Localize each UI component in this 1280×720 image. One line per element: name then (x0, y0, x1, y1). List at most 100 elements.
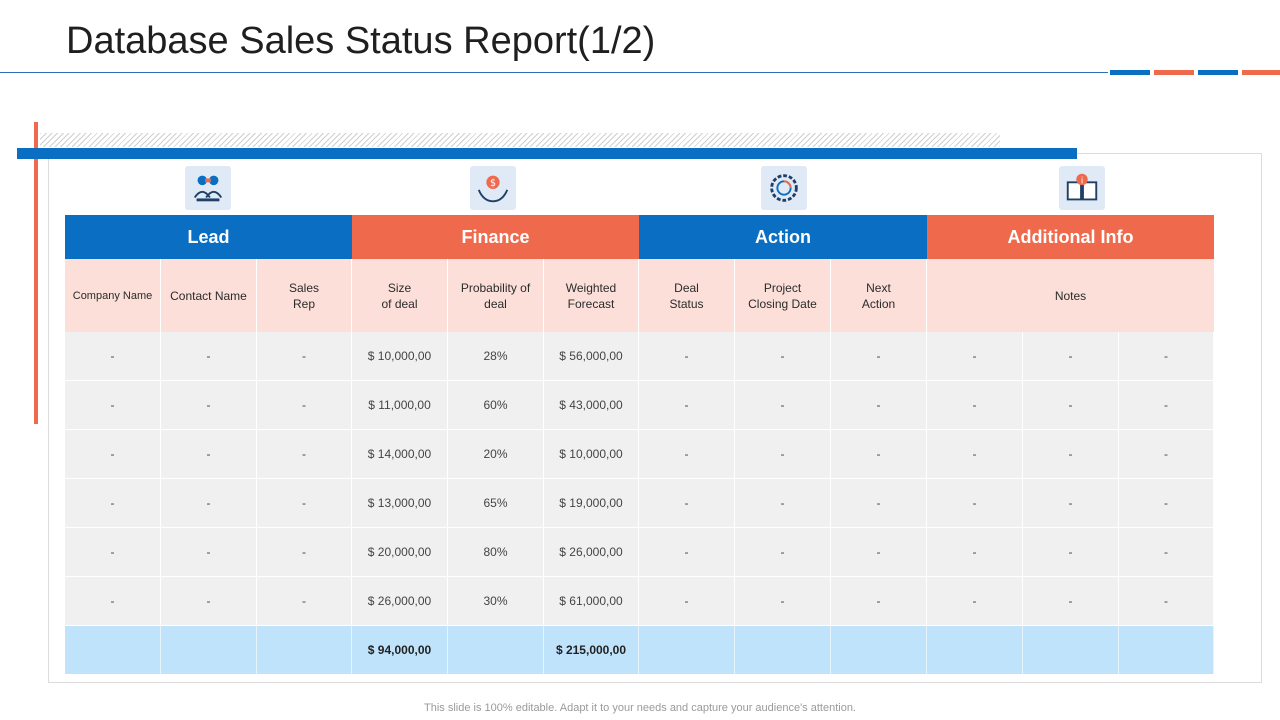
table-row: - - - $ 20,000,00 80% $ 26,000,00- - - - - - (65, 528, 1214, 577)
table-row: - - - $ 26,000,00 30% $ 61,000,00- - - - - - (65, 577, 1214, 626)
column-header: Contact Name (161, 259, 257, 332)
table-row: - - - $ 10,000,00 28% $ 56,000,00- - - - - - (65, 332, 1214, 381)
table-cell: $ 43,000,00 (544, 381, 639, 429)
table-cell: - (831, 332, 927, 380)
gear-refresh-icon (761, 166, 807, 210)
table-cell: - (927, 381, 1023, 429)
table-cell: $ 10,000,00 (352, 332, 448, 380)
table-cell: - (257, 577, 352, 625)
table-row: - - - $ 11,000,00 60% $ 43,000,00- - - - - - (65, 381, 1214, 430)
table-cell: $ 11,000,00 (352, 381, 448, 429)
column-header: Next Action (831, 259, 927, 332)
table-cell: - (639, 528, 735, 576)
table-cell: $ 13,000,00 (352, 479, 448, 527)
table-cell: - (161, 381, 257, 429)
table-cell: 65% (448, 479, 544, 527)
table-cell: - (257, 381, 352, 429)
table-cell: - (831, 479, 927, 527)
table-cell: - (927, 577, 1023, 625)
table-cell: - (1119, 528, 1214, 576)
table-cell: - (735, 479, 831, 527)
money-bag-hands-icon: $ (470, 166, 516, 210)
group-header-lead: Lead (65, 215, 352, 259)
table-cell: - (1023, 577, 1119, 625)
group-header-action: Action (639, 215, 927, 259)
table-cell: - (1119, 381, 1214, 429)
table-cell: - (1119, 430, 1214, 478)
column-header: Project Closing Date (735, 259, 831, 332)
total-cell (639, 626, 735, 674)
column-header: Probability of deal (448, 259, 544, 332)
table-cell: - (735, 332, 831, 380)
footer-note: This slide is 100% editable. Adapt it to… (424, 702, 856, 714)
table-cell: - (257, 430, 352, 478)
table-cell: - (65, 577, 161, 625)
team-meeting-icon (185, 166, 231, 210)
table-cell: - (639, 479, 735, 527)
total-cell (927, 626, 1023, 674)
table-cell: 60% (448, 381, 544, 429)
blue-header-bar (17, 148, 1077, 159)
total-cell (65, 626, 161, 674)
table-cell: $ 61,000,00 (544, 577, 639, 625)
column-header-row: Company Name Contact Name Sales Rep Size… (65, 259, 1214, 332)
table-cell: 80% (448, 528, 544, 576)
column-header: Sales Rep (257, 259, 352, 332)
table-cell: $ 26,000,00 (544, 528, 639, 576)
table-cell: - (257, 528, 352, 576)
table-cell: - (639, 332, 735, 380)
table-cell: $ 19,000,00 (544, 479, 639, 527)
total-cell (1119, 626, 1214, 674)
left-accent-bar (34, 122, 38, 424)
table-cell: - (1119, 577, 1214, 625)
total-cell (448, 626, 544, 674)
table-cell: - (1023, 381, 1119, 429)
table-cell: - (1023, 430, 1119, 478)
table-cell: - (735, 528, 831, 576)
table-cell: $ 10,000,00 (544, 430, 639, 478)
table-cell: - (161, 577, 257, 625)
group-header-finance: Finance (352, 215, 639, 259)
table-cell: 30% (448, 577, 544, 625)
svg-text:i: i (1081, 176, 1083, 186)
table-cell: - (1023, 479, 1119, 527)
table-cell: - (161, 430, 257, 478)
table-cell: - (831, 528, 927, 576)
table-cell: - (65, 381, 161, 429)
page-title: Database Sales Status Report(1/2) (66, 20, 656, 62)
accent-segment (1198, 70, 1238, 75)
table-cell: $ 20,000,00 (352, 528, 448, 576)
table-cell: - (1119, 332, 1214, 380)
table-cell: - (735, 577, 831, 625)
table-cell: - (65, 479, 161, 527)
table-cell: - (735, 381, 831, 429)
total-cell (735, 626, 831, 674)
hatch-decoration (40, 133, 1000, 147)
total-cell: $ 94,000,00 (352, 626, 448, 674)
table-cell: - (1023, 528, 1119, 576)
group-header-additional-info: Additional Info (927, 215, 1214, 259)
table-cell: - (1119, 479, 1214, 527)
title-underline (0, 72, 1108, 73)
column-header: Notes (1054, 288, 1087, 303)
table-cell: - (161, 479, 257, 527)
table-cell: - (831, 430, 927, 478)
table-cell: - (927, 332, 1023, 380)
accent-segment (1110, 70, 1150, 75)
table-cell: - (65, 528, 161, 576)
table-cell: - (831, 381, 927, 429)
table-cell: $ 26,000,00 (352, 577, 448, 625)
column-header: Size of deal (352, 259, 448, 332)
svg-text:$: $ (490, 178, 496, 189)
table-cell: 28% (448, 332, 544, 380)
table-cell: - (735, 430, 831, 478)
column-header: Weighted Forecast (544, 259, 639, 332)
column-header: Deal Status (639, 259, 735, 332)
table-cell: $ 14,000,00 (352, 430, 448, 478)
table-cell: - (257, 332, 352, 380)
table-cell: - (1023, 332, 1119, 380)
accent-segment (1154, 70, 1194, 75)
column-header: Company Name (65, 259, 161, 332)
table-row: - - - $ 14,000,00 20% $ 10,000,00- - - - - - (65, 430, 1214, 479)
table-cell: - (65, 430, 161, 478)
